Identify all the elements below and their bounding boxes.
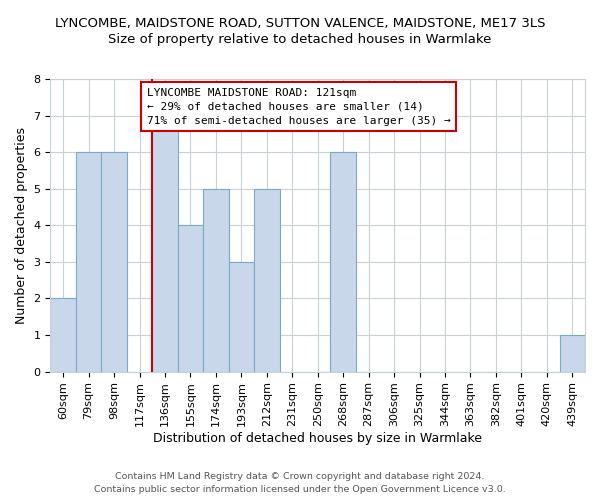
Bar xyxy=(229,262,254,372)
Bar xyxy=(50,298,76,372)
Text: Contains HM Land Registry data © Crown copyright and database right 2024.: Contains HM Land Registry data © Crown c… xyxy=(115,472,485,481)
Bar xyxy=(203,188,229,372)
Y-axis label: Number of detached properties: Number of detached properties xyxy=(15,127,28,324)
Bar xyxy=(560,335,585,372)
Text: LYNCOMBE MAIDSTONE ROAD: 121sqm
← 29% of detached houses are smaller (14)
71% of: LYNCOMBE MAIDSTONE ROAD: 121sqm ← 29% of… xyxy=(146,88,451,126)
Bar xyxy=(178,226,203,372)
Bar xyxy=(152,116,178,372)
Bar xyxy=(254,188,280,372)
Text: Contains public sector information licensed under the Open Government Licence v3: Contains public sector information licen… xyxy=(94,485,506,494)
Text: LYNCOMBE, MAIDSTONE ROAD, SUTTON VALENCE, MAIDSTONE, ME17 3LS: LYNCOMBE, MAIDSTONE ROAD, SUTTON VALENCE… xyxy=(55,18,545,30)
Text: Size of property relative to detached houses in Warmlake: Size of property relative to detached ho… xyxy=(109,32,491,46)
Bar xyxy=(101,152,127,372)
X-axis label: Distribution of detached houses by size in Warmlake: Distribution of detached houses by size … xyxy=(153,432,482,445)
Bar xyxy=(76,152,101,372)
Bar xyxy=(331,152,356,372)
